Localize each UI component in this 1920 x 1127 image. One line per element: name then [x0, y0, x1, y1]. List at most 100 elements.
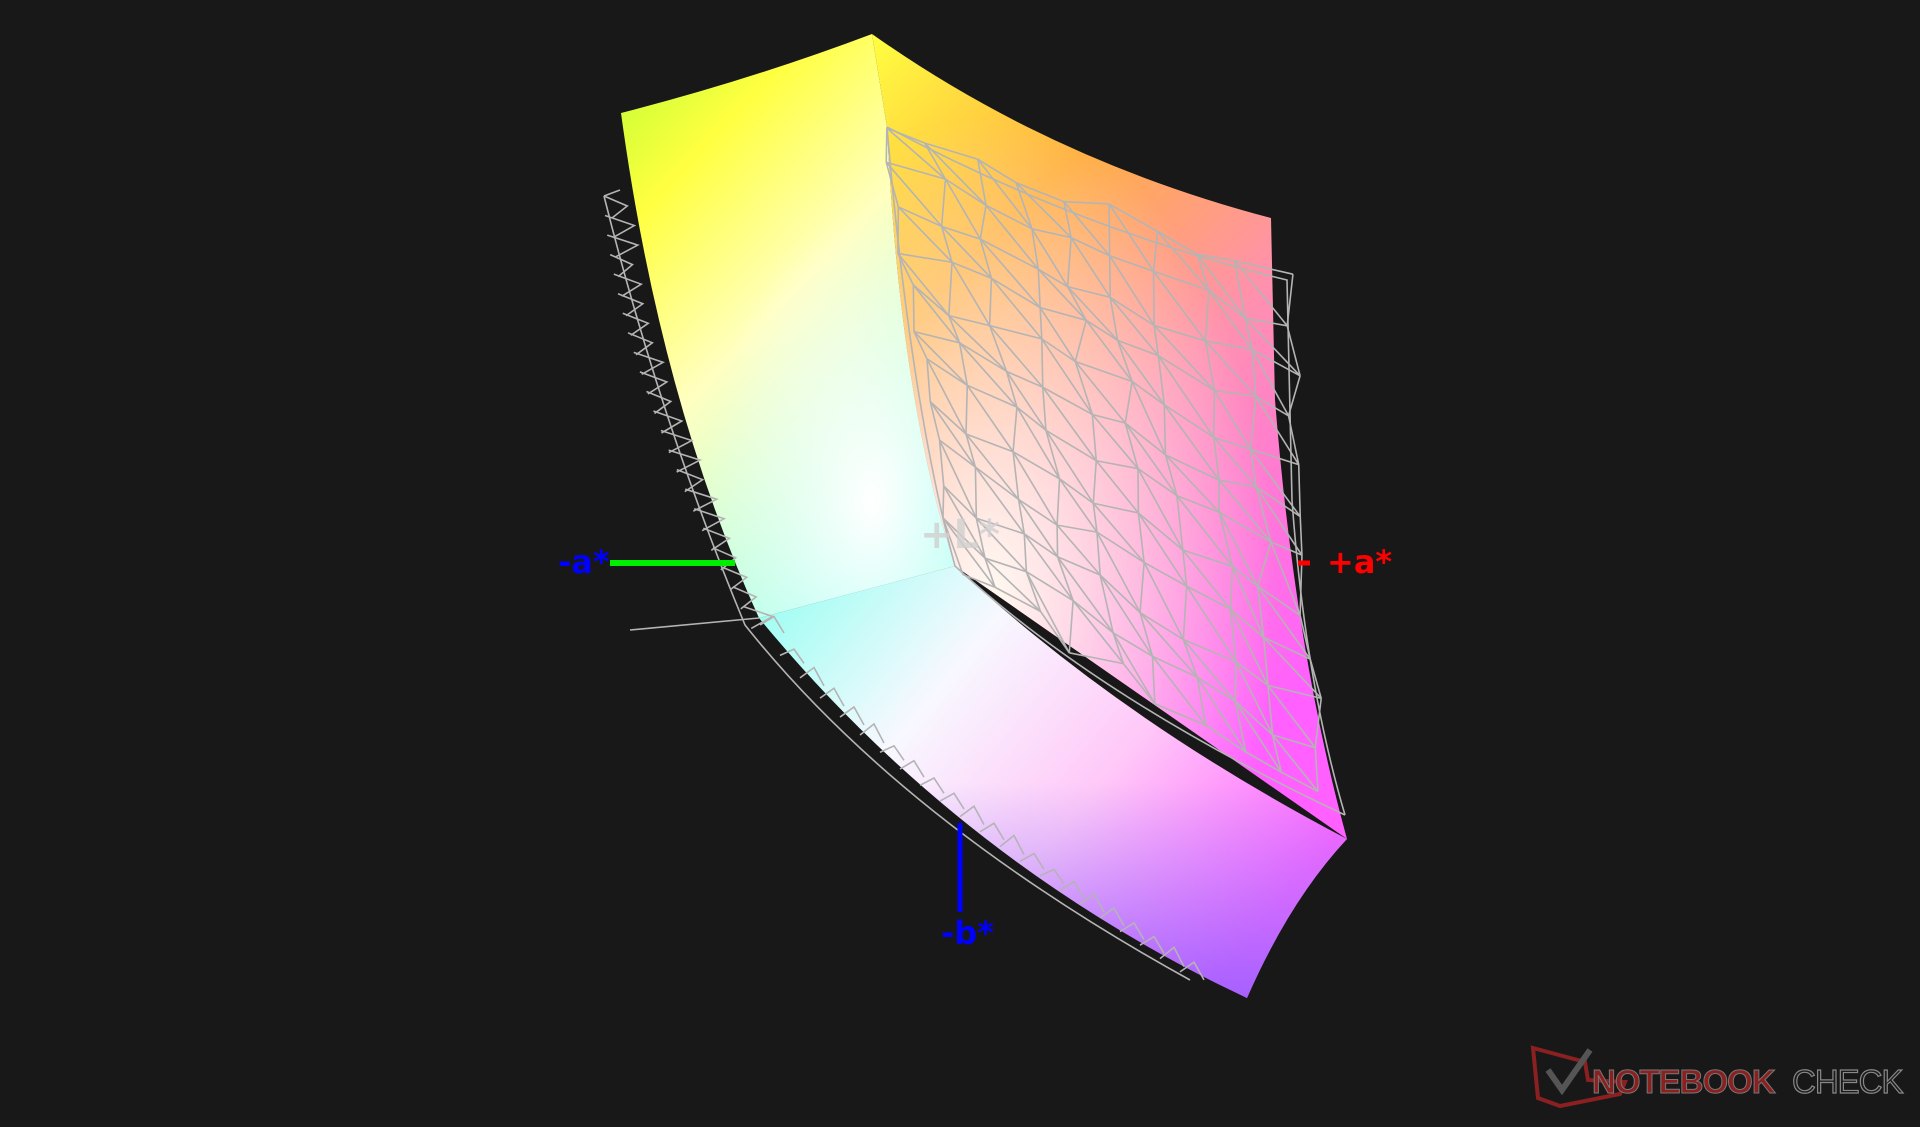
wireframe-edge	[886, 126, 1346, 816]
wireframe-edge	[1059, 880, 1085, 899]
wireframe-edge	[966, 384, 1018, 408]
wireframe-edge	[1023, 533, 1059, 558]
wireframe-edge	[976, 159, 987, 206]
wireframe-edge	[1092, 413, 1126, 424]
wireframe-edge	[885, 128, 888, 163]
wireframe-edge	[660, 429, 694, 454]
wireframe-edge	[1037, 269, 1041, 308]
wireframe-edge	[1070, 236, 1111, 257]
wireframe-edge	[1154, 703, 1206, 726]
wireframe-edge	[1063, 200, 1110, 205]
logo-text-notebook: NOTEBOOK	[1592, 1063, 1776, 1100]
wireframe-edge	[886, 127, 947, 180]
wireframe-edge	[1041, 338, 1094, 415]
wireframe-edge	[627, 332, 654, 356]
wireframe-edge	[962, 573, 996, 588]
wireframe-edge	[1182, 549, 1188, 587]
wireframe-edge	[948, 262, 953, 316]
wireframe-edge	[1072, 599, 1114, 634]
wireframe-edge	[1096, 531, 1141, 613]
wireframe-edge	[948, 315, 1008, 372]
wireframe-edge	[1143, 561, 1188, 587]
wireframe-edge	[1157, 355, 1215, 392]
wireframe-edge	[1153, 324, 1206, 342]
wireframe-edge	[913, 330, 960, 344]
wireframe-edge	[941, 225, 992, 279]
wireframe-edge	[1256, 586, 1265, 638]
wireframe-edge	[1218, 511, 1234, 567]
wireframe-edge	[1152, 270, 1207, 342]
minus-a-label: -a*	[558, 543, 610, 581]
wireframe-edge	[1205, 724, 1247, 753]
wireframe-edge	[1005, 370, 1047, 431]
wireframe-edge	[1039, 306, 1087, 322]
wireframe-edge	[948, 314, 990, 327]
wireframe-edge	[1185, 585, 1237, 663]
wireframe-edge	[1025, 571, 1042, 612]
wireframe-edge	[941, 225, 981, 240]
wireframe-edge	[897, 253, 950, 317]
wireframe-edge	[1017, 499, 1059, 558]
wireframe-edge	[1255, 395, 1300, 466]
wireframe-edge	[668, 449, 703, 473]
wireframe-edge	[1153, 324, 1215, 391]
wireframe-edge	[942, 485, 945, 519]
wireframe-edge	[742, 605, 775, 630]
wireframe-edge	[1182, 639, 1198, 678]
wireframe-edge	[1037, 268, 1068, 288]
wireframe-edge	[1012, 407, 1018, 452]
wireframe-edge	[1092, 502, 1145, 563]
wireframe-edge	[1176, 495, 1234, 567]
wireframe-edge	[1255, 485, 1301, 518]
wireframe-edge	[1214, 389, 1256, 398]
wireframe-edge	[940, 179, 947, 227]
wireframe-edge	[984, 557, 996, 588]
wireframe-edge	[975, 517, 1027, 573]
wireframe-edge	[1182, 549, 1232, 610]
wireframe-edge	[939, 439, 976, 468]
wireframe-edge	[1272, 734, 1316, 749]
wireframe-edge	[1218, 511, 1272, 543]
wireframe-edge	[940, 226, 953, 263]
wireframe-edge	[974, 467, 978, 519]
wireframe-edge	[1139, 935, 1165, 954]
laptop-icon	[1530, 1045, 1628, 1109]
wireframe-edge	[1085, 319, 1133, 382]
wireframe-edge	[1137, 512, 1184, 551]
wireframe-edge	[1263, 636, 1311, 660]
wireframe-edge	[1229, 566, 1234, 610]
wireframe-edge	[1176, 494, 1220, 513]
wireframe-edge	[1287, 375, 1301, 416]
wireframe-edge	[938, 439, 978, 519]
wireframe-edge	[951, 261, 992, 280]
wireframe-edge	[1255, 486, 1272, 543]
wireframe-edge	[1229, 608, 1269, 686]
wireframe-edge	[1245, 751, 1282, 773]
wireframe-edge	[1182, 586, 1188, 640]
wireframe-edge	[989, 325, 1044, 388]
wireframe-edge	[1263, 636, 1322, 699]
wireframe-edge	[897, 253, 915, 286]
wireframe-edge	[1233, 260, 1247, 319]
wireframe-edge	[1108, 203, 1158, 233]
wireframe-edge	[1045, 429, 1094, 504]
wireframe-edge	[898, 206, 942, 228]
wireframe-edge	[1139, 612, 1198, 678]
wireframe-edge	[1139, 612, 1154, 657]
wireframe-edge	[1045, 429, 1097, 462]
wireframe-edge	[1153, 325, 1160, 356]
wireframe-edge	[886, 127, 925, 144]
wireframe-edge	[1182, 549, 1233, 568]
wireframe-edge	[1299, 516, 1303, 556]
wireframe-edge	[1251, 349, 1290, 417]
wireframe-edge	[1037, 268, 1087, 321]
wireframe-edge	[1213, 389, 1252, 450]
wireframe-edge	[1109, 296, 1159, 357]
wireframe-edge	[1063, 201, 1111, 257]
wireframe-edge	[1031, 228, 1069, 288]
wireframe-edge	[1006, 370, 1044, 388]
wireframe-edge	[912, 284, 950, 317]
wireframe-edge	[1262, 637, 1269, 686]
wireframe-edge	[1112, 632, 1153, 657]
wireframe-edge	[1164, 454, 1220, 513]
